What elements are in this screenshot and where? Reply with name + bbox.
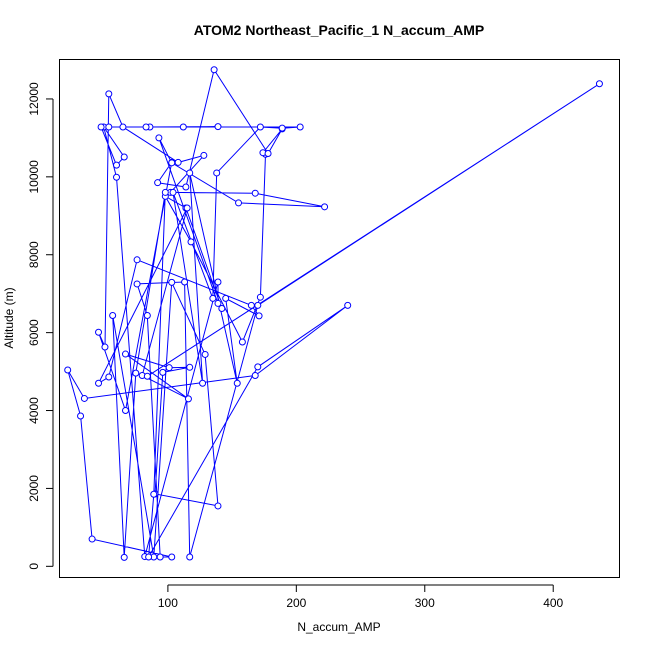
data-point (145, 553, 153, 561)
data-point (154, 179, 162, 187)
data-point (186, 169, 194, 177)
data-point (181, 278, 189, 286)
data-point (344, 301, 352, 309)
data-point (183, 204, 191, 212)
data-point (213, 169, 221, 177)
data-point (233, 379, 241, 387)
y-tick-label: 12000 (27, 82, 41, 116)
data-point (278, 124, 286, 132)
x-axis: 100 200 300 400 (158, 584, 564, 610)
data-point (184, 395, 192, 403)
data-point (264, 149, 272, 157)
data-point (101, 343, 109, 351)
y-tick-label: 10000 (27, 160, 41, 194)
data-point (165, 364, 173, 372)
data-point (168, 278, 176, 286)
data-point (169, 188, 177, 196)
data-point (182, 183, 190, 191)
data-point (133, 280, 141, 288)
data-point (64, 366, 72, 374)
data-point (214, 123, 222, 131)
data-point (97, 123, 105, 131)
data-point (186, 553, 194, 561)
chart-title: ATOM2 Northeast_Pacific_1 N_accum_AMP (194, 22, 484, 38)
data-point (214, 299, 222, 307)
data-point (80, 394, 88, 402)
data-point (201, 350, 209, 358)
data-point (210, 66, 218, 74)
data-point (187, 238, 195, 246)
data-point (296, 123, 304, 131)
data-point (214, 278, 222, 286)
data-point (105, 123, 113, 131)
data-point (143, 311, 151, 319)
data-point (156, 553, 164, 561)
series-points (64, 66, 603, 561)
x-tick-label: 100 (158, 596, 178, 610)
data-point (238, 338, 246, 346)
data-point (199, 379, 207, 387)
data-point (161, 188, 169, 196)
data-point (95, 328, 103, 336)
y-tick-label: 8000 (27, 241, 41, 268)
data-point (209, 294, 217, 302)
data-point (179, 123, 187, 131)
data-point (132, 369, 140, 377)
data-point (256, 123, 264, 131)
data-point (150, 490, 158, 498)
x-tick-label: 300 (415, 596, 435, 610)
data-point (113, 173, 121, 181)
data-point (168, 553, 176, 561)
data-point (595, 80, 603, 88)
data-point (105, 373, 113, 381)
y-axis-label: Altitude (m) (2, 287, 16, 348)
data-point (133, 256, 141, 264)
plot-area (59, 59, 620, 578)
y-tick-label: 0 (27, 563, 41, 570)
data-point (122, 350, 130, 358)
data-point (109, 311, 117, 319)
data-point (214, 502, 222, 510)
data-point (119, 123, 127, 131)
data-point (251, 189, 259, 197)
data-point (88, 535, 96, 543)
data-point (155, 134, 163, 142)
data-point (251, 371, 259, 379)
data-point (254, 363, 262, 371)
data-point (120, 553, 128, 561)
data-point (113, 161, 121, 169)
data-point (122, 407, 130, 415)
data-point (186, 363, 194, 371)
data-point (105, 90, 113, 98)
y-tick-label: 2000 (27, 475, 41, 502)
data-point (95, 379, 103, 387)
data-point (321, 203, 329, 211)
x-axis-label: N_accum_AMP (297, 620, 380, 634)
y-axis: 0 2000 4000 6000 8000 10000 12000 (27, 82, 54, 570)
x-tick-label: 400 (543, 596, 563, 610)
data-point (159, 368, 167, 376)
data-point (174, 158, 182, 166)
y-tick-label: 4000 (27, 397, 41, 424)
data-point (77, 412, 85, 420)
y-tick-label: 6000 (27, 319, 41, 346)
data-point (247, 301, 255, 309)
data-point (142, 123, 150, 131)
data-point (120, 153, 128, 161)
data-point (200, 151, 208, 159)
data-point (218, 304, 226, 312)
data-point (255, 312, 263, 320)
data-point (143, 372, 151, 380)
data-point (235, 199, 243, 207)
data-point (254, 301, 262, 309)
data-point (168, 159, 176, 167)
data-point (256, 293, 264, 301)
x-tick-label: 200 (286, 596, 306, 610)
data-point (222, 294, 230, 302)
